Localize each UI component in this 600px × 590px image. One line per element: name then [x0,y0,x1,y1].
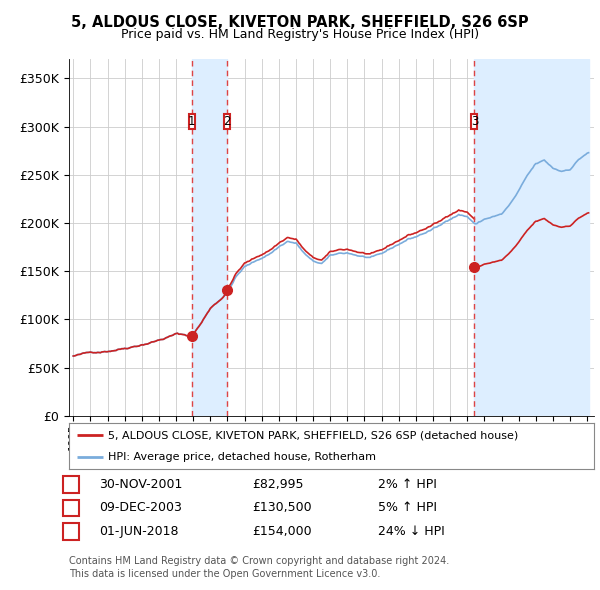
Text: 30-NOV-2001: 30-NOV-2001 [99,478,182,491]
Text: £154,000: £154,000 [252,525,311,538]
Text: 1: 1 [188,115,196,128]
Text: 5, ALDOUS CLOSE, KIVETON PARK, SHEFFIELD, S26 6SP: 5, ALDOUS CLOSE, KIVETON PARK, SHEFFIELD… [71,15,529,30]
Text: 3: 3 [471,115,478,128]
Text: 3: 3 [67,525,75,538]
Text: This data is licensed under the Open Government Licence v3.0.: This data is licensed under the Open Gov… [69,569,380,579]
Bar [475,59,589,416]
Text: 1: 1 [67,478,75,491]
Text: 2% ↑ HPI: 2% ↑ HPI [378,478,437,491]
Text: 01-JUN-2018: 01-JUN-2018 [99,525,179,538]
Text: 5% ↑ HPI: 5% ↑ HPI [378,502,437,514]
Text: 2: 2 [223,115,230,128]
Text: Contains HM Land Registry data © Crown copyright and database right 2024.: Contains HM Land Registry data © Crown c… [69,556,449,566]
Text: 2: 2 [67,502,75,514]
Bar [224,114,230,129]
Bar [188,114,195,129]
Text: HPI: Average price, detached house, Rotherham: HPI: Average price, detached house, Roth… [109,451,376,461]
Text: 24% ↓ HPI: 24% ↓ HPI [378,525,445,538]
Text: 5, ALDOUS CLOSE, KIVETON PARK, SHEFFIELD, S26 6SP (detached house): 5, ALDOUS CLOSE, KIVETON PARK, SHEFFIELD… [109,431,518,441]
Text: 09-DEC-2003: 09-DEC-2003 [99,502,182,514]
Bar [192,59,227,416]
Bar [472,114,478,129]
Text: £130,500: £130,500 [252,502,311,514]
Text: £82,995: £82,995 [252,478,304,491]
Text: Price paid vs. HM Land Registry's House Price Index (HPI): Price paid vs. HM Land Registry's House … [121,28,479,41]
